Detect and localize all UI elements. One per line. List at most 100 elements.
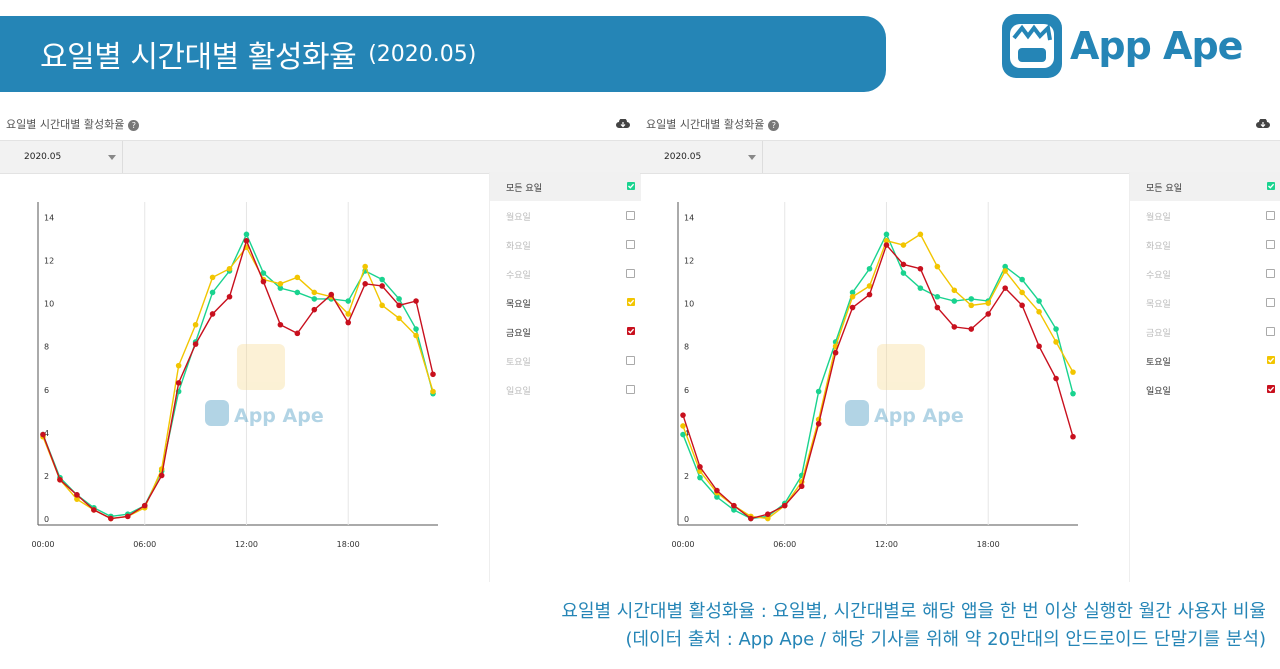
data-point (345, 319, 352, 326)
y-tick-label: 4 (684, 429, 689, 438)
legend-item[interactable]: 일요일 (1130, 375, 1280, 404)
y-tick-label: 10 (684, 300, 694, 309)
data-point (1002, 268, 1008, 274)
legend-checkbox[interactable] (1266, 211, 1275, 220)
legend-item[interactable]: 화요일 (490, 230, 641, 259)
download-cloud-icon[interactable] (616, 119, 630, 129)
help-icon[interactable]: ? (128, 119, 140, 131)
data-point (124, 513, 131, 520)
y-tick-label: 14 (684, 214, 694, 223)
data-point (917, 285, 924, 291)
data-point (345, 298, 352, 304)
legend-checkbox[interactable] (627, 182, 635, 190)
panel-header: 요일별 시간대별 활성화율? (6, 116, 140, 132)
legend-item[interactable]: 목요일 (1130, 288, 1280, 317)
y-tick-label: 12 (44, 257, 54, 266)
data-point (91, 507, 97, 513)
data-point (1019, 302, 1025, 309)
x-tick-label: 18:00 (337, 540, 360, 549)
legend-item[interactable]: 일요일 (490, 375, 641, 404)
legend-item[interactable]: 모든 요일 (490, 172, 641, 201)
line-chart: 0 2 4 6 8 10 12 14 00:00 06:00 12:00 18:00 App Ape (640, 172, 1130, 582)
month-dropdown[interactable]: 2020.05 (16, 141, 123, 173)
legend-item[interactable]: 수요일 (1130, 259, 1280, 288)
data-point (192, 321, 199, 328)
legend-checkbox[interactable] (1266, 240, 1275, 249)
watermark-text: App Ape (234, 405, 324, 427)
legend-item[interactable]: 모든 요일 (1130, 172, 1280, 201)
legend-checkbox[interactable] (626, 385, 635, 394)
data-point (311, 296, 318, 302)
data-point (413, 298, 419, 304)
legend-checkbox[interactable] (626, 356, 635, 365)
data-point (968, 296, 975, 302)
month-dropdown-value: 2020.05 (664, 152, 702, 162)
y-tick-label: 2 (684, 472, 689, 481)
y-tick-label: 0 (684, 515, 689, 524)
panel-header: 요일별 시간대별 활성화율? (646, 116, 780, 132)
data-point (226, 293, 233, 300)
data-point (311, 306, 318, 313)
data-point (951, 287, 958, 294)
legend-checkbox[interactable] (1266, 269, 1275, 278)
watermark: App Ape (205, 344, 324, 427)
legend-checkbox[interactable] (626, 269, 635, 278)
legend-checkbox[interactable] (1267, 182, 1275, 190)
legend-checkbox[interactable] (1266, 298, 1275, 307)
filter-bar: 2020.05 (640, 140, 1280, 174)
legend-item[interactable]: 토요일 (1130, 346, 1280, 375)
legend-checkbox[interactable] (626, 240, 635, 249)
data-point (832, 349, 839, 356)
legend-checkbox[interactable] (1266, 327, 1275, 336)
legend-checkbox[interactable] (1267, 356, 1275, 364)
legend-item[interactable]: 화요일 (1130, 230, 1280, 259)
legend-checkbox[interactable] (1267, 385, 1275, 393)
data-point (430, 371, 436, 378)
logo-text: App Ape (1070, 24, 1243, 68)
legend-item[interactable]: 월요일 (1130, 201, 1280, 230)
data-point (680, 431, 686, 438)
series-line (682, 243, 1074, 520)
legend-checkbox[interactable] (627, 327, 635, 335)
line-chart-svg: 0 2 4 6 8 10 12 14 00:00 06:00 12:00 18:00 App Ape (31, 202, 438, 549)
data-point (1036, 298, 1042, 304)
y-tick-label: 12 (684, 257, 694, 266)
data-point (680, 412, 686, 418)
data-point (968, 302, 975, 309)
legend-label: 금요일 (1146, 329, 1171, 339)
legend-label: 수요일 (506, 271, 531, 281)
check-icon (1268, 183, 1275, 189)
legend-item[interactable]: 금요일 (490, 317, 641, 346)
month-dropdown[interactable]: 2020.05 (656, 141, 763, 173)
legend-checkbox[interactable] (626, 211, 635, 220)
check-icon (628, 299, 635, 305)
data-point (260, 270, 267, 276)
data-point (866, 283, 873, 289)
data-point (1053, 339, 1059, 345)
data-point (731, 502, 737, 509)
help-icon[interactable]: ? (768, 119, 780, 131)
legend-checkbox[interactable] (627, 298, 635, 306)
data-point (209, 289, 216, 296)
filter-bar: 2020.05 (0, 140, 640, 174)
data-point (1002, 285, 1008, 291)
legend-label: 월요일 (506, 213, 531, 223)
legend-item[interactable]: 월요일 (490, 201, 641, 230)
legend-label: 수요일 (1146, 271, 1171, 281)
data-point (379, 283, 385, 289)
data-point (396, 296, 402, 302)
month-dropdown-value: 2020.05 (24, 152, 62, 162)
footer-line-2: (데이터 출처 : App Ape / 해당 기사를 위해 약 20만대의 안드… (625, 629, 1266, 650)
legend-item[interactable]: 수요일 (490, 259, 641, 288)
legend-item[interactable]: 목요일 (490, 288, 641, 317)
data-point (900, 242, 907, 248)
data-point (900, 270, 907, 276)
data-point (175, 362, 182, 369)
download-cloud-icon[interactable] (1256, 119, 1270, 129)
legend-item[interactable]: 토요일 (490, 346, 641, 375)
y-tick-label: 10 (44, 300, 54, 309)
data-point (294, 330, 301, 337)
data-point (108, 515, 114, 522)
line-chart: 0 2 4 6 8 10 12 14 00:00 06:00 12:00 18:00 App Ape (0, 172, 490, 582)
legend-item[interactable]: 금요일 (1130, 317, 1280, 346)
